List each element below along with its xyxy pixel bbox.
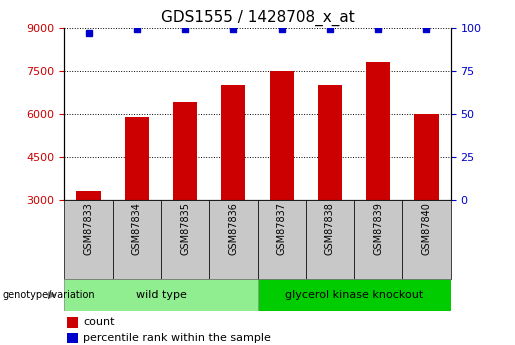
- Bar: [415, 114, 439, 286]
- Text: genotype/variation: genotype/variation: [3, 290, 95, 300]
- Bar: [318, 85, 342, 286]
- Text: GSM87836: GSM87836: [228, 203, 238, 255]
- Text: GSM87838: GSM87838: [325, 203, 335, 255]
- Bar: [269, 71, 294, 286]
- Bar: [366, 62, 390, 286]
- Text: GSM87839: GSM87839: [373, 203, 383, 255]
- Bar: [67, 333, 78, 344]
- Text: count: count: [83, 317, 115, 327]
- Title: GDS1555 / 1428708_x_at: GDS1555 / 1428708_x_at: [161, 10, 354, 26]
- Bar: [125, 117, 149, 286]
- Text: GSM87833: GSM87833: [83, 203, 94, 255]
- Text: percentile rank within the sample: percentile rank within the sample: [83, 333, 271, 343]
- Text: GSM87837: GSM87837: [277, 203, 287, 256]
- Bar: [67, 317, 78, 328]
- Text: GSM87835: GSM87835: [180, 203, 190, 256]
- Text: GSM87840: GSM87840: [421, 203, 432, 255]
- Text: wild type: wild type: [135, 290, 186, 300]
- Bar: [76, 191, 100, 286]
- Bar: [173, 102, 197, 286]
- Text: glycerol kinase knockout: glycerol kinase knockout: [285, 290, 423, 300]
- Text: GSM87834: GSM87834: [132, 203, 142, 255]
- Bar: [221, 85, 246, 286]
